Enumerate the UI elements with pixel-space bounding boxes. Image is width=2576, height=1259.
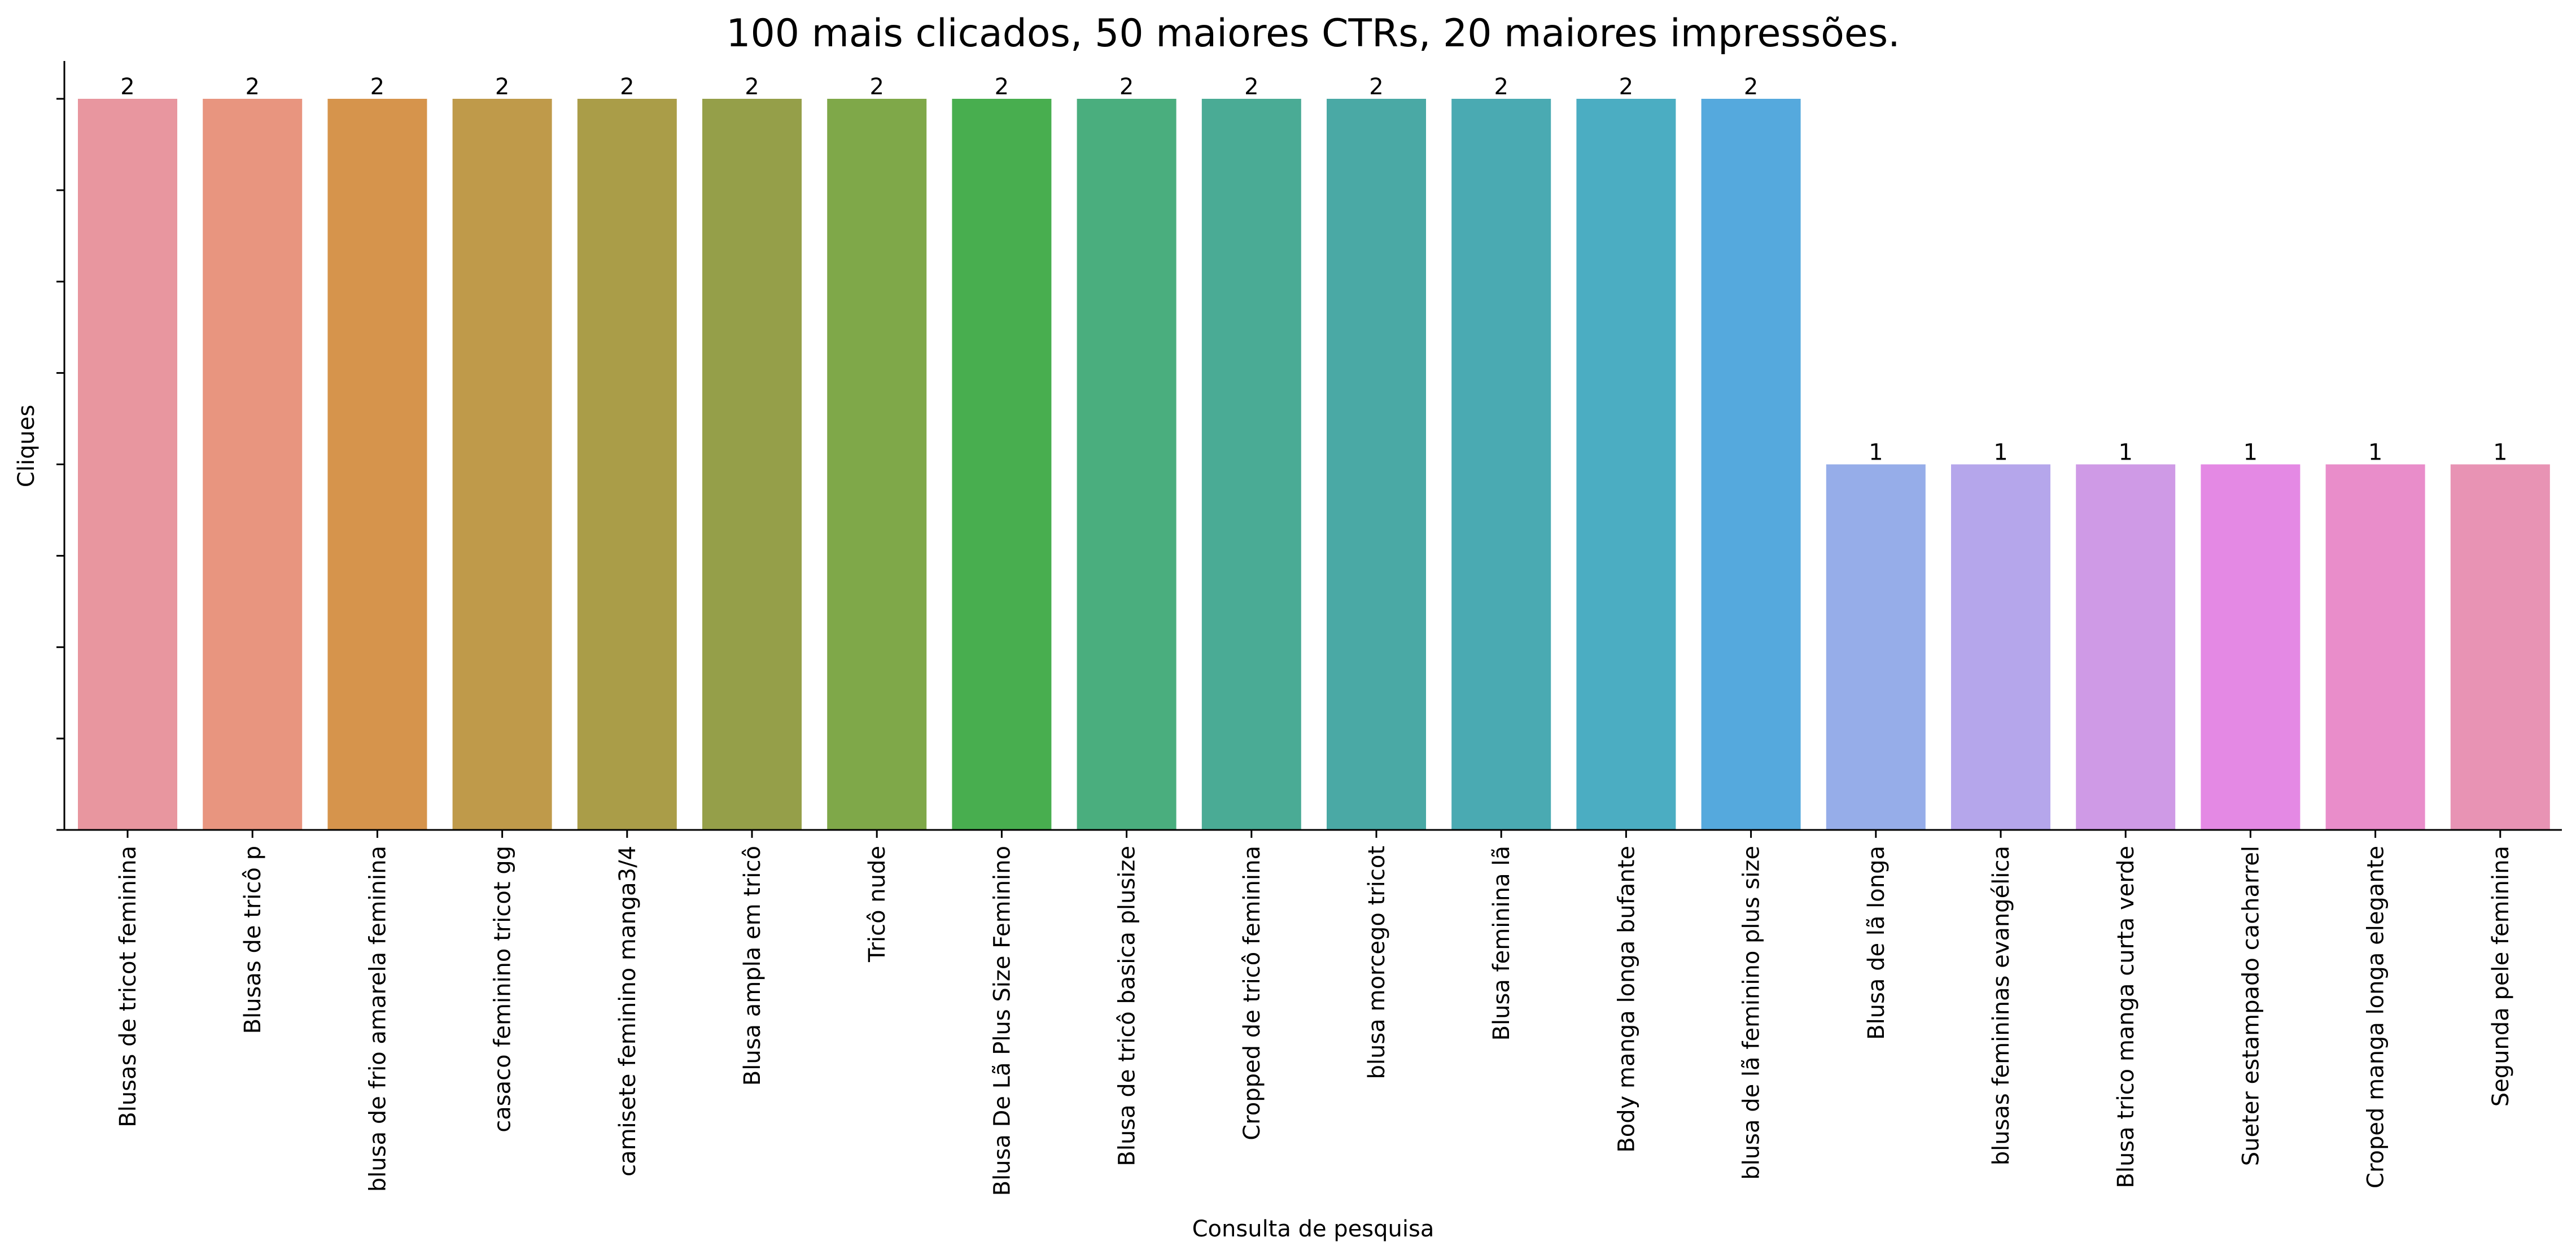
x-tick-label: blusa de lã feminino plus size	[1739, 846, 1765, 1180]
y-ticks-layer	[56, 98, 64, 831]
x-tick-label: Blusas de tricot feminina	[115, 846, 141, 1127]
x-tick-label: Tricô nude	[864, 846, 890, 963]
bar	[327, 99, 427, 830]
bar	[1077, 99, 1177, 830]
bars-layer	[78, 99, 2550, 830]
bar-value-label: 2	[1744, 74, 1758, 100]
bar-value-label: 2	[370, 74, 384, 100]
x-tick-label: Body manga longa bufante	[1613, 846, 1639, 1153]
x-axis-label: Consulta de pesquisa	[1192, 1216, 1434, 1242]
x-tick-label: camisete feminino manga3/4	[615, 846, 641, 1177]
bar-value-label: 2	[1494, 74, 1508, 100]
x-tick-label: Blusa ampla em tricô	[740, 846, 766, 1086]
bar	[452, 99, 552, 830]
bar-value-label: 1	[2118, 440, 2132, 466]
bar	[2325, 464, 2425, 830]
x-tick-label: Croped manga longa elegante	[2363, 846, 2389, 1188]
bar	[1201, 99, 1301, 830]
chart-title: 100 mais clicados, 50 maiores CTRs, 20 m…	[726, 11, 1900, 56]
bar	[1701, 99, 1801, 830]
bar	[952, 99, 1052, 830]
bar-value-label: 2	[1244, 74, 1258, 100]
bar-value-label: 2	[245, 74, 259, 100]
bar	[702, 99, 802, 830]
bar-value-label: 2	[120, 74, 134, 100]
x-tick-label: blusa de frio amarela feminina	[365, 846, 391, 1192]
bar	[1951, 464, 2050, 830]
bar-value-label: 2	[1619, 74, 1633, 100]
bar	[827, 99, 927, 830]
bar-value-label: 1	[2368, 440, 2382, 466]
y-axis-label: Cliques	[14, 405, 40, 487]
bar	[2201, 464, 2301, 830]
bar-value-label: 1	[2243, 440, 2258, 466]
bar	[2450, 464, 2550, 830]
bar	[2076, 464, 2176, 830]
bar-value-label: 2	[1369, 74, 1383, 100]
bar	[78, 99, 177, 830]
bar	[1826, 464, 1926, 830]
bar	[1576, 99, 1676, 830]
x-tick-label: Blusa de lã longa	[1864, 846, 1890, 1040]
x-tick-label: Sueter estampado cacharrel	[2238, 846, 2264, 1166]
x-tick-label: Cropped de tricô feminina	[1239, 846, 1265, 1140]
bar	[1327, 99, 1426, 830]
bar-value-label: 2	[869, 74, 884, 100]
bar-value-label: 2	[1119, 74, 1134, 100]
bar-value-label: 1	[1869, 440, 1883, 466]
x-tick-label: Segunda pele feminina	[2488, 846, 2514, 1107]
bar-value-label: 2	[995, 74, 1009, 100]
x-tick-label: Blusa de tricô basica plusize	[1114, 846, 1140, 1166]
bar-value-label: 2	[620, 74, 634, 100]
bar	[577, 99, 677, 830]
bar-value-label: 2	[495, 74, 509, 100]
x-tick-label: Blusa feminina lã	[1489, 846, 1515, 1041]
x-tick-label: blusa morcego tricot	[1364, 846, 1390, 1079]
x-tick-label: Blusas de tricô p	[240, 846, 266, 1034]
bar-value-label: 2	[745, 74, 759, 100]
x-tick-label: Blusa De Lã Plus Size Feminino	[989, 846, 1015, 1196]
x-tick-label: casaco feminino tricot gg	[490, 846, 516, 1133]
x-tick-labels-layer: Blusas de tricot feminina Blusas de tricô…	[115, 830, 2514, 1196]
bar	[203, 99, 303, 830]
data-labels-layer: 2 2 2 2 2 2 2 2 2 2 2 2 2 2 1 1 1 1 1 1	[120, 74, 2507, 466]
x-tick-label: Blusa trico manga curta verde	[2113, 846, 2139, 1188]
x-tick-label: blusas femininas evangélica	[1988, 846, 2014, 1165]
bar	[1451, 99, 1551, 830]
bar-value-label: 1	[1993, 440, 2008, 466]
bar-value-label: 1	[2493, 440, 2507, 466]
